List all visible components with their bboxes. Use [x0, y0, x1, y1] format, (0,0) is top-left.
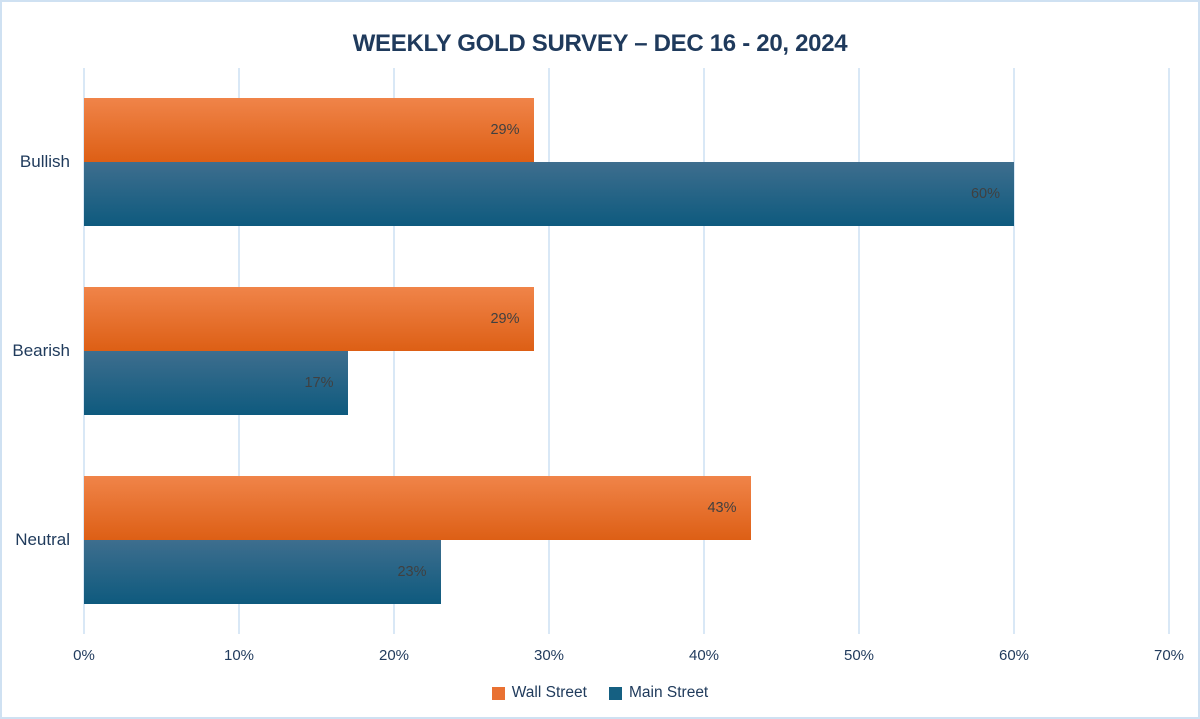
x-tick-label: 40% [688, 647, 720, 664]
bar-main-street-bullish: 60% [84, 162, 1014, 227]
category-label-neutral: Neutral [15, 529, 70, 549]
bar-value-label: 17% [304, 375, 334, 391]
category-axis: Bullish Bearish Neutral [2, 68, 70, 634]
bar-wall-street-neutral: 43% [84, 475, 751, 540]
bar-wall-street-bearish: 29% [84, 287, 534, 351]
gridline [858, 68, 860, 634]
gridline [1168, 68, 1170, 634]
x-tick-label: 70% [1153, 647, 1185, 664]
value-axis: 0% 10% 20% 30% 40% 50% 60% 70% [73, 647, 1184, 669]
bar-main-street-neutral: 23% [84, 539, 441, 604]
legend-swatch-icon [608, 686, 622, 700]
legend-swatch-icon [491, 686, 505, 700]
bar-main-street-bearish: 17% [84, 351, 348, 415]
legend-item-main-street: Main Street [608, 684, 709, 702]
gridline [548, 68, 550, 634]
x-tick-label: 50% [843, 647, 875, 664]
gridline [702, 68, 705, 634]
x-tick-label: 60% [998, 647, 1030, 664]
legend-label: Main Street [628, 684, 709, 701]
category-label-bullish: Bullish [19, 152, 70, 172]
gridline [392, 68, 395, 634]
legend: Wall Street Main Street [2, 684, 1198, 702]
x-tick-label: 30% [533, 647, 565, 664]
x-tick-label: 10% [223, 647, 255, 664]
legend-item-wall-street: Wall Street [491, 684, 587, 702]
category-label-bearish: Bearish [12, 341, 70, 360]
bar-value-label: 29% [490, 311, 520, 327]
x-tick-label: 20% [378, 647, 410, 664]
gridline [1013, 68, 1015, 634]
chart-title: WEEKLY GOLD SURVEY – DEC 16 - 20, 2024 [352, 30, 848, 57]
x-tick-label: 0% [73, 647, 95, 664]
plot-area: 29% 60% 29% 17% 43% 23% [83, 68, 1170, 634]
bar-value-label: 60% [970, 186, 1000, 203]
bar-value-label: 23% [397, 563, 427, 580]
bar-value-label: 29% [490, 122, 520, 139]
bar-value-label: 43% [707, 499, 737, 516]
bar-wall-street-bullish: 29% [84, 98, 534, 163]
legend-label: Wall Street [511, 684, 587, 701]
